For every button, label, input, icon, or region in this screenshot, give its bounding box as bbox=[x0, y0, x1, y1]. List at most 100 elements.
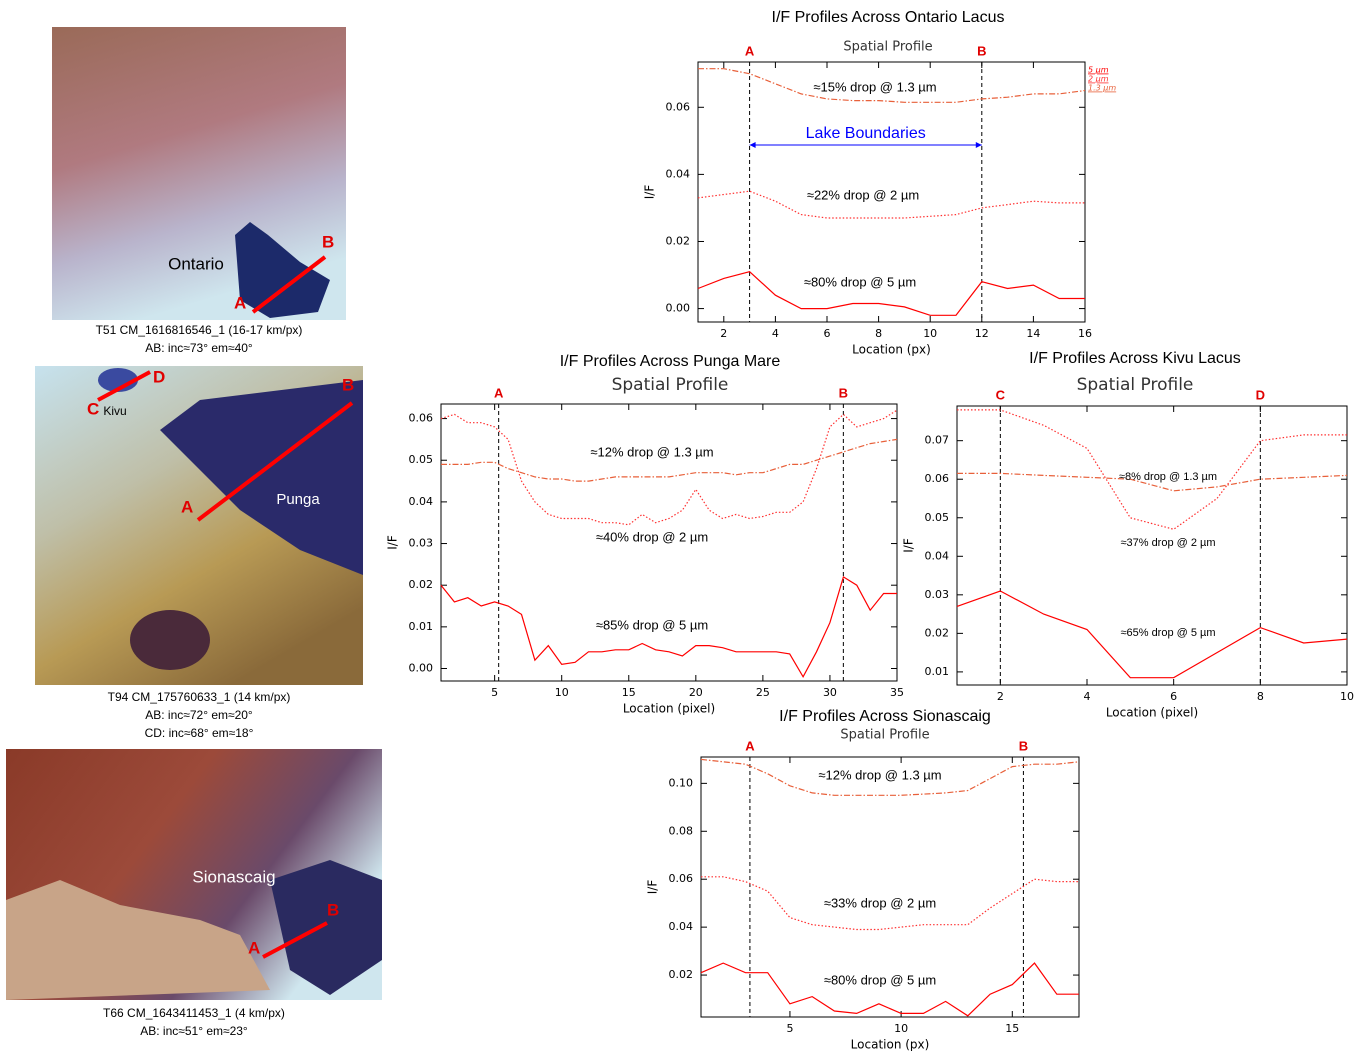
lake-label: Punga bbox=[276, 491, 320, 508]
lake-label: Kivu bbox=[103, 404, 126, 418]
x-tick-label: 12 bbox=[975, 327, 989, 340]
x-tick-label: 10 bbox=[1340, 690, 1354, 703]
series-line bbox=[957, 410, 1347, 529]
point-label: B bbox=[327, 900, 339, 919]
x-tick-label: 8 bbox=[875, 327, 882, 340]
x-tick-label: 2 bbox=[997, 690, 1004, 703]
legend-entry: 2 µm bbox=[1088, 75, 1109, 84]
x-tick-label: 35 bbox=[890, 686, 904, 699]
y-tick-label: 0.08 bbox=[669, 824, 694, 837]
y-tick-label: 0.01 bbox=[409, 620, 434, 633]
y-tick-label: 0.06 bbox=[669, 872, 694, 885]
lake-label: Sionascaig bbox=[192, 867, 275, 886]
y-tick-label: 0.02 bbox=[666, 234, 691, 247]
x-axis-label: Location (px) bbox=[852, 343, 931, 357]
y-axis-label: I/F bbox=[646, 880, 660, 895]
point-label: A bbox=[248, 938, 260, 957]
x-tick-label: 5 bbox=[786, 1022, 793, 1035]
y-tick-label: 0.03 bbox=[409, 537, 434, 550]
y-tick-label: 0.04 bbox=[666, 167, 691, 180]
boundary-marker-label: C bbox=[996, 387, 1006, 402]
y-tick-label: 0.06 bbox=[666, 100, 691, 113]
y-tick-label: 0.02 bbox=[925, 626, 950, 639]
series-annotation: ≈12% drop @ 1.3 µm bbox=[818, 767, 941, 782]
chart-title: I/F Profiles Across Sionascaig bbox=[779, 708, 991, 725]
boundary-label: Lake Boundaries bbox=[806, 125, 926, 142]
x-axis-label: Location (px) bbox=[851, 1038, 930, 1052]
caption: AB: inc≈72° em≈20° bbox=[145, 708, 253, 722]
y-tick-label: 0.03 bbox=[925, 588, 950, 601]
series-annotation: ≈33% drop @ 2 µm bbox=[824, 895, 936, 910]
boundary-marker-label: B bbox=[1019, 738, 1028, 753]
x-axis-label: Location (pixel) bbox=[623, 702, 715, 716]
image-sionascaig: Sionascaig A B T66 CM_1643411453_1 (4 km… bbox=[6, 749, 382, 1038]
chart-subtitle: Spatial Profile bbox=[843, 40, 932, 55]
chart-title: I/F Profiles Across Kivu Lacus bbox=[1029, 350, 1241, 367]
caption: CD: inc≈68° em≈18° bbox=[145, 726, 254, 740]
image-ontario: Ontario A B T51 CM_1616816546_1 (16-17 k… bbox=[52, 27, 346, 355]
y-tick-label: 0.07 bbox=[925, 434, 950, 447]
chart-title: I/F Profiles Across Ontario Lacus bbox=[772, 9, 1005, 26]
y-tick-label: 0.04 bbox=[409, 495, 434, 508]
series-annotation: ≈65% drop @ 5 µm bbox=[1120, 627, 1215, 639]
boundary-marker-label: B bbox=[839, 385, 848, 400]
point-label: A bbox=[181, 497, 193, 516]
caption: AB: inc≈51° em≈23° bbox=[140, 1024, 248, 1038]
chart-title: I/F Profiles Across Punga Mare bbox=[560, 353, 781, 370]
y-axis-label: I/F bbox=[386, 535, 400, 550]
boundary-marker-label: A bbox=[745, 43, 755, 58]
y-tick-label: 0.10 bbox=[669, 776, 694, 789]
y-tick-label: 0.02 bbox=[409, 578, 434, 591]
x-tick-label: 2 bbox=[720, 327, 727, 340]
series-annotation: ≈40% drop @ 2 µm bbox=[596, 529, 708, 544]
chart-subtitle: Spatial Profile bbox=[1077, 375, 1194, 395]
point-label: C bbox=[87, 399, 99, 418]
boundary-marker-label: A bbox=[494, 385, 504, 400]
x-tick-label: 15 bbox=[1005, 1022, 1019, 1035]
series-annotation: ≈15% drop @ 1.3 µm bbox=[813, 79, 936, 94]
series-line bbox=[441, 410, 897, 525]
x-tick-label: 20 bbox=[689, 686, 703, 699]
x-tick-label: 6 bbox=[824, 327, 831, 340]
x-tick-label: 5 bbox=[491, 686, 498, 699]
x-tick-label: 4 bbox=[1084, 690, 1091, 703]
point-label: B bbox=[322, 232, 334, 251]
boundary-marker-label: D bbox=[1256, 387, 1265, 402]
x-tick-label: 4 bbox=[772, 327, 779, 340]
series-annotation: ≈85% drop @ 5 µm bbox=[596, 617, 708, 632]
point-label: B bbox=[342, 375, 354, 394]
caption: AB: inc≈73° em≈40° bbox=[145, 341, 253, 355]
lake-label: Ontario bbox=[168, 254, 224, 273]
y-tick-label: 0.00 bbox=[409, 662, 434, 675]
y-tick-label: 0.00 bbox=[666, 302, 691, 315]
series-annotation: ≈22% drop @ 2 µm bbox=[807, 187, 919, 202]
y-tick-label: 0.02 bbox=[669, 968, 694, 981]
chart-subtitle: Spatial Profile bbox=[612, 375, 729, 395]
boundary-marker-label: A bbox=[745, 738, 755, 753]
y-axis-label: I/F bbox=[643, 185, 657, 200]
point-label: D bbox=[153, 367, 165, 386]
series-line bbox=[701, 963, 1079, 1016]
figure: Ontario A B T51 CM_1616816546_1 (16-17 k… bbox=[0, 0, 1365, 1055]
series-annotation: ≈80% drop @ 5 µm bbox=[824, 972, 936, 987]
y-tick-label: 0.01 bbox=[925, 665, 950, 678]
x-tick-label: 6 bbox=[1170, 690, 1177, 703]
x-tick-label: 10 bbox=[555, 686, 569, 699]
boundary-marker-label: B bbox=[977, 43, 986, 58]
chart-subtitle: Spatial Profile bbox=[840, 728, 929, 743]
y-axis-label: I/F bbox=[902, 538, 916, 553]
y-tick-label: 0.06 bbox=[409, 412, 434, 425]
y-tick-label: 0.05 bbox=[409, 453, 434, 466]
series-annotation: ≈8% drop @ 1.3 µm bbox=[1119, 471, 1217, 483]
x-tick-label: 10 bbox=[923, 327, 937, 340]
point-label: A bbox=[234, 293, 246, 312]
legend-entry: 1.3 µm bbox=[1088, 84, 1116, 93]
caption: T94 CM_175760633_1 (14 km/px) bbox=[108, 690, 291, 704]
y-tick-label: 0.06 bbox=[925, 472, 950, 485]
series-annotation: ≈37% drop @ 2 µm bbox=[1120, 537, 1215, 549]
y-tick-label: 0.05 bbox=[925, 511, 950, 524]
caption: T51 CM_1616816546_1 (16-17 km/px) bbox=[96, 323, 303, 337]
x-tick-label: 16 bbox=[1078, 327, 1092, 340]
x-axis-label: Location (pixel) bbox=[1106, 706, 1198, 720]
y-tick-label: 0.04 bbox=[925, 549, 950, 562]
